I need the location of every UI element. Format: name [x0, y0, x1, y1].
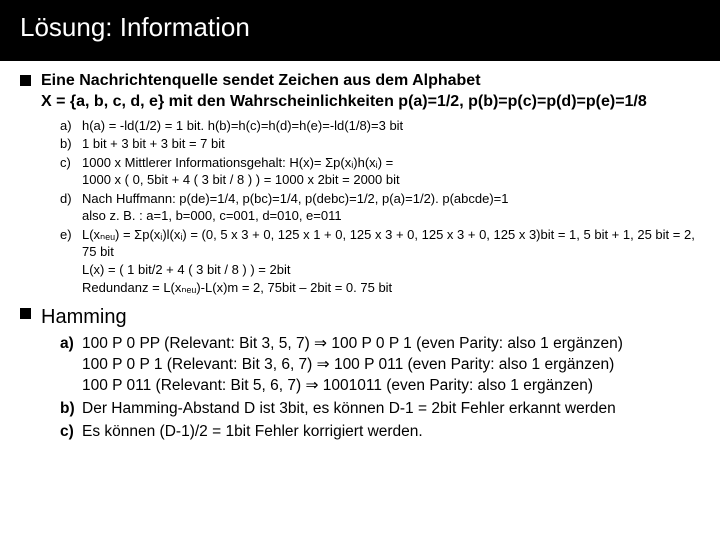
- item-text: h(a) = -ld(1/2) = 1 bit. h(b)=h(c)=h(d)=…: [82, 117, 700, 135]
- slide-content: Eine Nachrichtenquelle sendet Zeichen au…: [0, 61, 720, 461]
- section-bullet-row: Eine Nachrichtenquelle sendet Zeichen au…: [20, 71, 700, 113]
- list-item: e) L(xₙₑᵤ) = Σp(xᵢ)l(xᵢ) = (0, 5 x 3 + 0…: [60, 226, 700, 296]
- answer-list-2: a) 100 P 0 PP (Relevant: Bit 3, 5, 7) ⇒ …: [60, 334, 700, 443]
- item-marker: b): [60, 135, 82, 153]
- item-marker: a): [60, 334, 82, 355]
- list-item: b) Der Hamming-Abstand D ist 3bit, es kö…: [60, 399, 700, 420]
- section-bullet-row: Hamming: [20, 304, 700, 330]
- item-marker: c): [60, 154, 82, 172]
- item-text: 100 P 0 PP (Relevant: Bit 3, 5, 7) ⇒ 100…: [82, 334, 700, 397]
- section-hamming: Hamming a) 100 P 0 PP (Relevant: Bit 3, …: [20, 304, 700, 443]
- slide-header: Lösung: Information: [0, 0, 720, 61]
- section-title: Eine Nachrichtenquelle sendet Zeichen au…: [41, 71, 647, 113]
- title-line-2: X = {a, b, c, d, e} mit den Wahrscheinli…: [41, 93, 647, 110]
- list-item: c) Es können (D-1)/2 = 1bit Fehler korri…: [60, 422, 700, 443]
- section-title: Hamming: [41, 304, 127, 330]
- item-text: L(xₙₑᵤ) = Σp(xᵢ)l(xᵢ) = (0, 5 x 3 + 0, 1…: [82, 226, 700, 296]
- list-item: c) 1000 x Mittlerer Informationsgehalt: …: [60, 154, 700, 189]
- list-item: a) h(a) = -ld(1/2) = 1 bit. h(b)=h(c)=h(…: [60, 117, 700, 135]
- item-marker: a): [60, 117, 82, 135]
- title-line-1: Eine Nachrichtenquelle sendet Zeichen au…: [41, 72, 481, 89]
- item-text: 1000 x Mittlerer Informationsgehalt: H(x…: [82, 154, 700, 189]
- item-text: Der Hamming-Abstand D ist 3bit, es könne…: [82, 399, 700, 420]
- bullet-icon: [20, 75, 31, 86]
- section-information-source: Eine Nachrichtenquelle sendet Zeichen au…: [20, 71, 700, 296]
- item-text: Es können (D-1)/2 = 1bit Fehler korrigie…: [82, 422, 700, 443]
- slide-title: Lösung: Information: [20, 12, 250, 42]
- list-item: b) 1 bit + 3 bit + 3 bit = 7 bit: [60, 135, 700, 153]
- list-item: a) 100 P 0 PP (Relevant: Bit 3, 5, 7) ⇒ …: [60, 334, 700, 397]
- list-item: d) Nach Huffmann: p(de)=1/4, p(bc)=1/4, …: [60, 190, 700, 225]
- item-text: Nach Huffmann: p(de)=1/4, p(bc)=1/4, p(d…: [82, 190, 700, 225]
- answer-list-1: a) h(a) = -ld(1/2) = 1 bit. h(b)=h(c)=h(…: [60, 117, 700, 296]
- item-marker: b): [60, 399, 82, 420]
- item-marker: e): [60, 226, 82, 244]
- item-marker: c): [60, 422, 82, 443]
- bullet-icon: [20, 308, 31, 319]
- item-marker: d): [60, 190, 82, 208]
- item-text: 1 bit + 3 bit + 3 bit = 7 bit: [82, 135, 700, 153]
